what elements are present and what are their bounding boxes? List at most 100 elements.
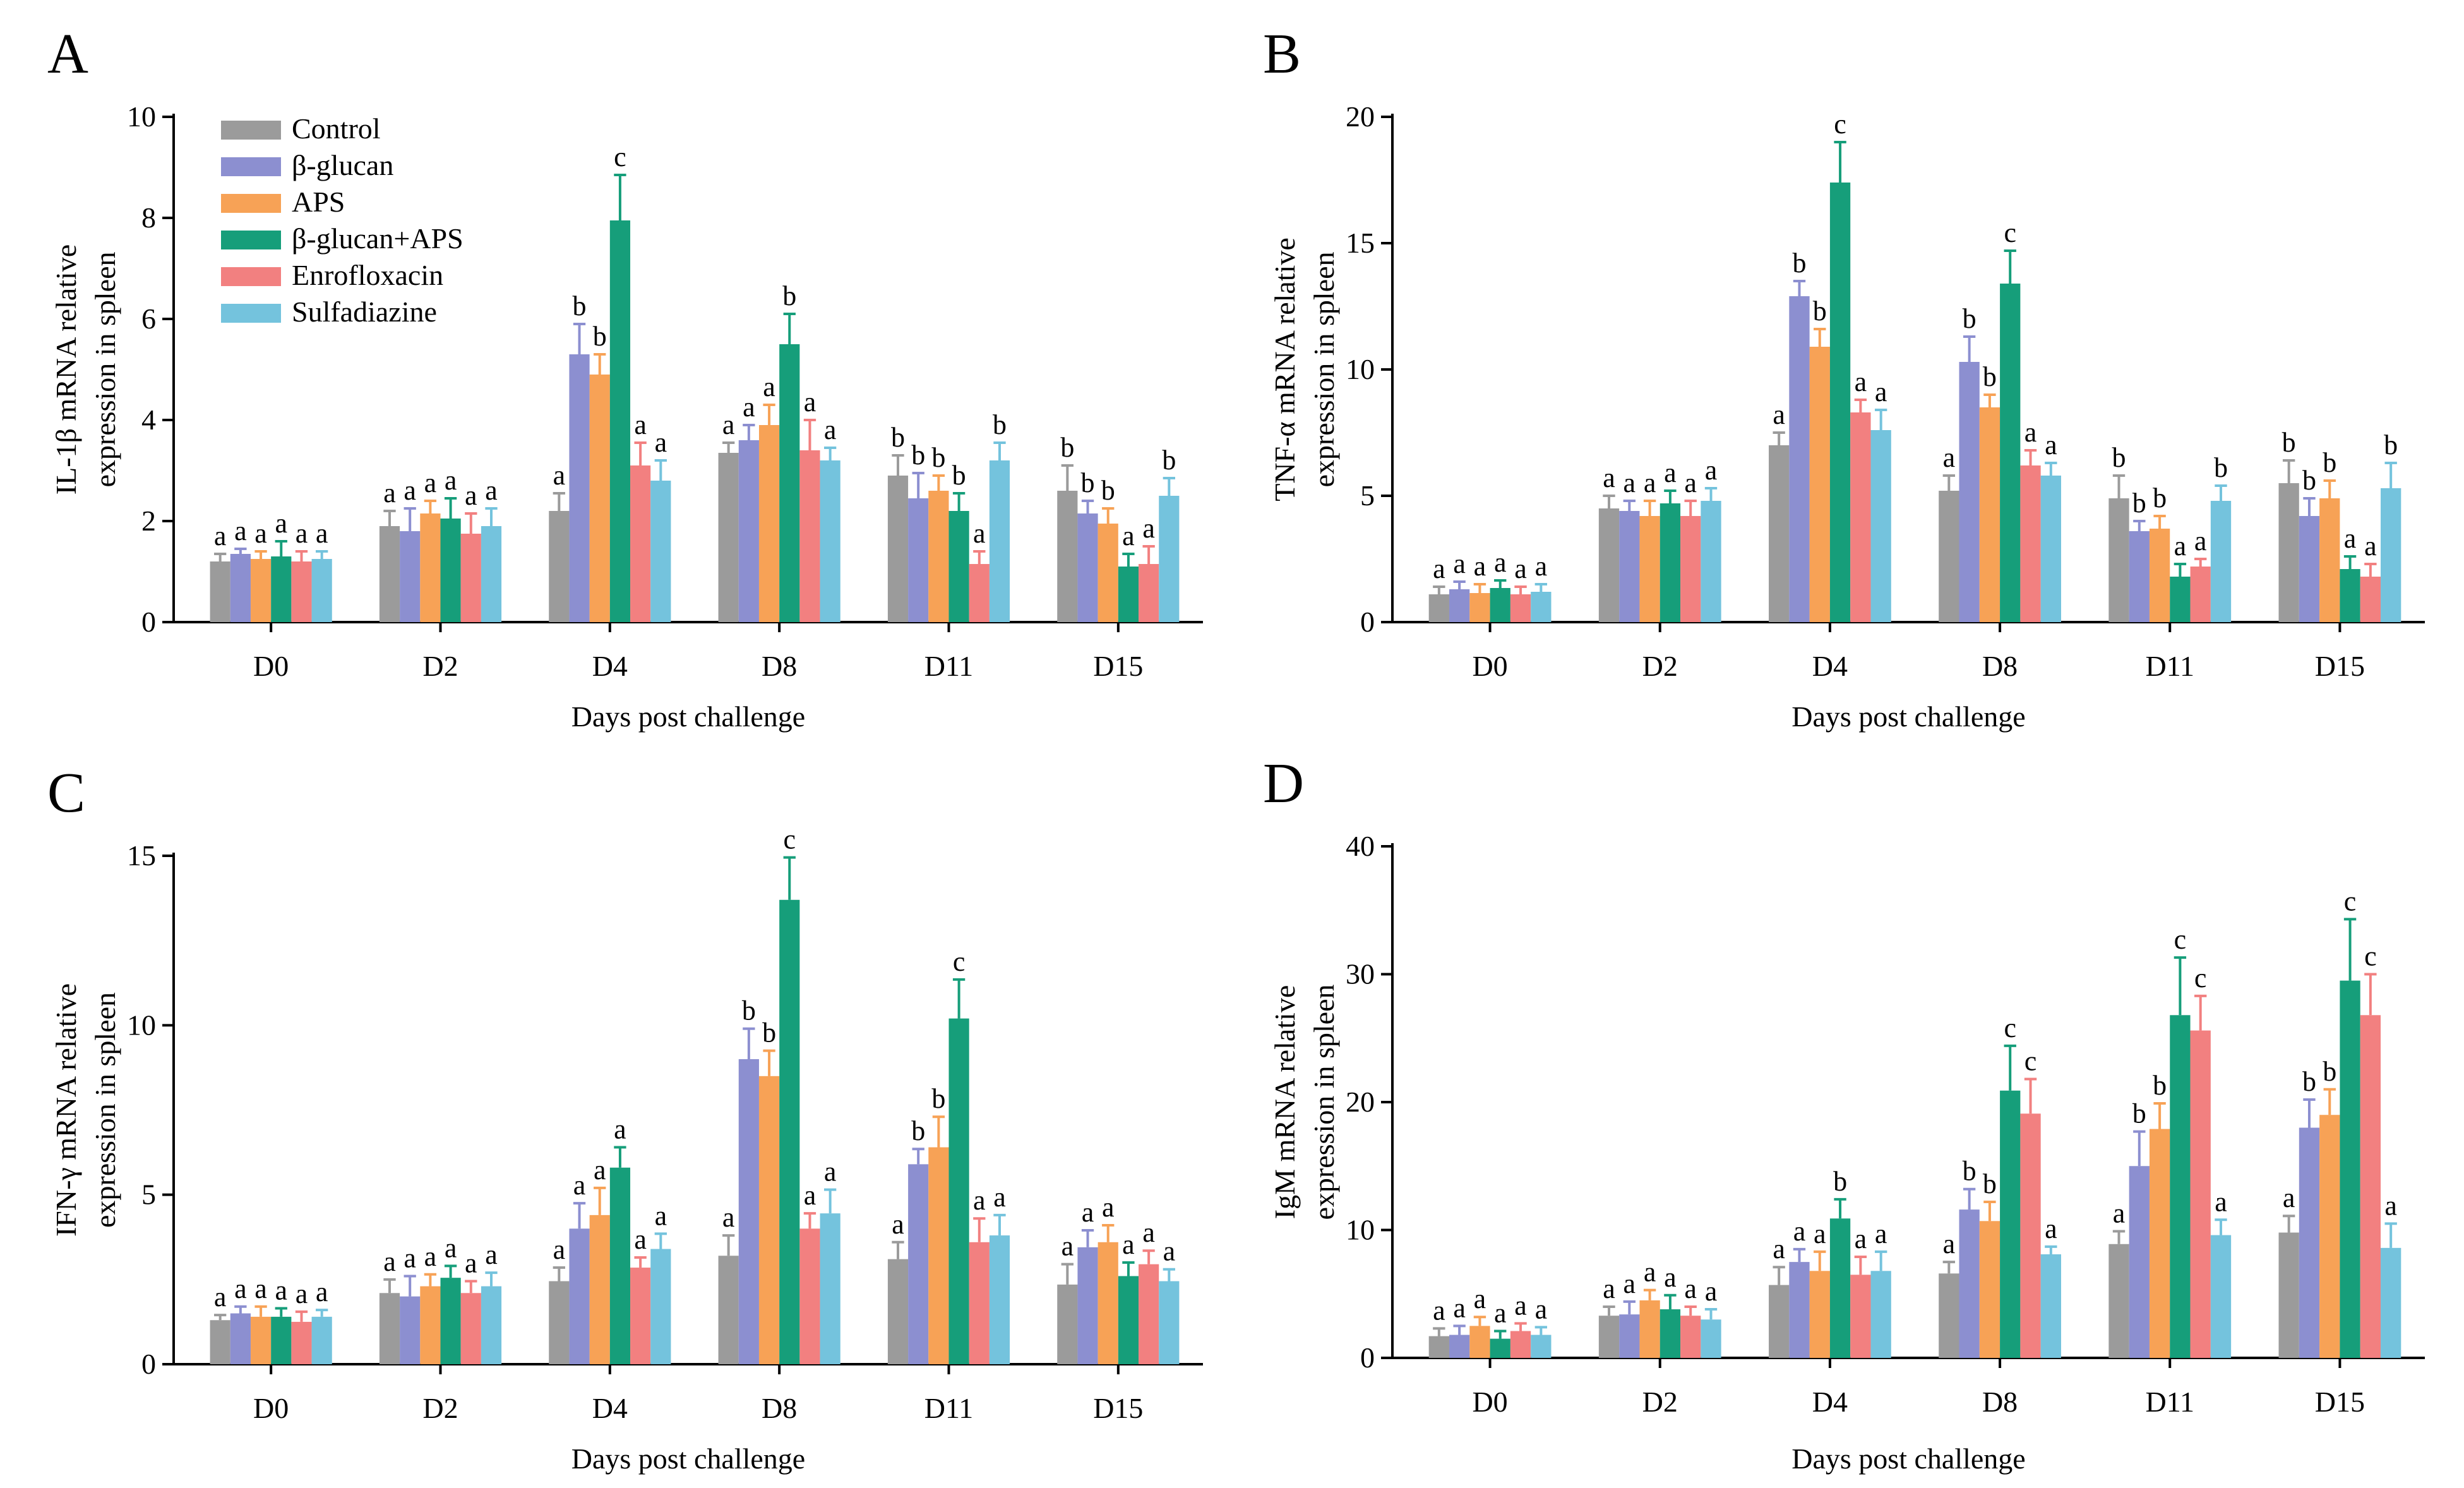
significance-label: b [1792, 248, 1806, 279]
bar [609, 220, 631, 622]
bar [230, 554, 251, 622]
bar [1959, 362, 1980, 622]
significance-label: a [973, 1185, 986, 1216]
bar [738, 440, 759, 622]
bar [969, 1242, 990, 1364]
x-tick-label: D0 [253, 1392, 289, 1424]
x-tick-label: D2 [1642, 1386, 1678, 1418]
bar [1870, 1271, 1891, 1358]
bar [1490, 1338, 1510, 1358]
bar [650, 1249, 671, 1364]
significance-label: a [1624, 1268, 1636, 1299]
bar [948, 511, 969, 622]
significance-label: a [2024, 417, 2037, 448]
significance-label: a [2283, 1182, 2295, 1213]
significance-label: a [424, 1241, 437, 1272]
significance-label: a [1773, 1233, 1785, 1264]
significance-label: a [1474, 551, 1486, 582]
significance-label: a [1514, 1290, 1527, 1321]
significance-label: a [254, 1273, 267, 1304]
significance-label: b [931, 1083, 945, 1114]
x-axis-title: Days post challenge [1791, 1443, 2025, 1475]
significance-label: a [993, 1182, 1006, 1213]
bar [779, 899, 800, 1364]
significance-label: a [2174, 531, 2187, 561]
x-tick-label: D8 [1982, 650, 2018, 682]
significance-label: a [1433, 553, 1445, 584]
significance-label: b [911, 1115, 925, 1146]
bar [1057, 1284, 1078, 1364]
x-axis-title: Days post challenge [571, 1443, 805, 1475]
bar [1660, 503, 1681, 622]
significance-label: a [655, 427, 667, 458]
bar [2108, 498, 2129, 622]
bar [1077, 513, 1098, 622]
bar [1680, 1316, 1701, 1358]
significance-label: b [573, 291, 587, 321]
bar [400, 531, 421, 622]
bar [2170, 1015, 2191, 1358]
bar [1769, 1285, 1790, 1358]
significance-label: a [722, 409, 735, 440]
legend-entry: Sulfadiazine [292, 296, 437, 328]
significance-label: b [1081, 467, 1095, 498]
y-tick-label: 0 [141, 1348, 156, 1380]
panel-letter: A [47, 23, 88, 85]
bar [1057, 491, 1078, 622]
significance-label: a [973, 518, 986, 549]
legend-swatch [221, 267, 281, 286]
bar [928, 1147, 949, 1364]
significance-label: a [2215, 1186, 2227, 1217]
x-tick-label: D4 [1812, 650, 1848, 682]
bar [1939, 1273, 1959, 1358]
legend-entry: β-glucan [292, 149, 393, 181]
significance-label: a [824, 1156, 837, 1187]
bar [2149, 1129, 2170, 1358]
significance-label: a [1684, 1273, 1697, 1304]
bar [1598, 1316, 1620, 1358]
significance-label: a [296, 518, 308, 549]
bar [589, 1215, 610, 1364]
bar [799, 450, 820, 622]
bar [1159, 496, 1180, 622]
x-tick-label: D8 [1982, 1386, 2018, 1418]
bar [1619, 511, 1640, 622]
bar [569, 354, 590, 622]
y-axis-title: IgM mRNA relative [1269, 985, 1301, 1220]
y-tick-label: 0 [1360, 606, 1375, 638]
bar [1979, 407, 2001, 622]
bar [2129, 531, 2150, 622]
bar [589, 375, 610, 622]
bar [1979, 1221, 2001, 1358]
bar [779, 344, 800, 622]
bar [210, 561, 230, 622]
significance-label: a [1624, 467, 1636, 498]
bar [1789, 1262, 1810, 1358]
significance-label: a [804, 387, 816, 417]
significance-label: a [1122, 520, 1135, 551]
significance-label: a [316, 518, 328, 549]
bar [2170, 577, 2191, 622]
bar [379, 526, 400, 622]
bar [2190, 567, 2211, 622]
significance-label: a [1664, 1262, 1677, 1293]
significance-label: a [1163, 1236, 1176, 1267]
y-tick-label: 0 [1360, 1341, 1375, 1374]
significance-label: a [655, 1200, 667, 1231]
legend-swatch [221, 121, 281, 140]
significance-label: a [1943, 1228, 1956, 1259]
y-tick-label: 5 [141, 1179, 156, 1211]
significance-label: a [445, 1232, 457, 1263]
bar [2000, 284, 2021, 622]
x-tick-label: D15 [2315, 1386, 2365, 1418]
significance-label: a [1875, 376, 1887, 407]
x-tick-label: D15 [2315, 650, 2365, 682]
x-tick-label: D0 [253, 650, 289, 682]
x-tick-label: D4 [592, 1392, 628, 1424]
significance-label: a [594, 1155, 606, 1185]
bar [2040, 1254, 2061, 1358]
bar [758, 425, 780, 622]
y-tick-label: 15 [1346, 227, 1375, 259]
significance-label: b [762, 1017, 776, 1048]
